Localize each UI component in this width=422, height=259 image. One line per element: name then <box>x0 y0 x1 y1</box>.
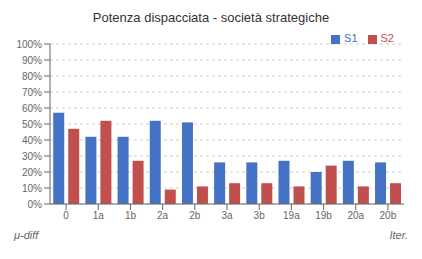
svg-text:60%: 60% <box>22 103 42 114</box>
svg-text:1a: 1a <box>93 210 105 221</box>
html-text:S2: S2 <box>380 32 394 44</box>
svg-text:70%: 70% <box>22 87 42 98</box>
html-text:Potenza dispacciata - società: Potenza dispacciata - società strategich… <box>92 10 330 25</box>
html-text:μ-diff: μ-diff <box>14 229 39 241</box>
svg-text:19a: 19a <box>283 210 300 221</box>
svg-text:20b: 20b <box>380 210 397 221</box>
svg-text:19b: 19b <box>315 210 332 221</box>
html-text:S1: S1 <box>344 32 358 44</box>
html-text:Iter.: Iter. <box>389 229 408 241</box>
svg-text:50%: 50% <box>22 119 42 130</box>
svg-text:0%: 0% <box>28 199 43 210</box>
svg-text:80%: 80% <box>22 71 42 82</box>
svg-text:3b: 3b <box>254 210 266 221</box>
svg-text:40%: 40% <box>22 135 42 146</box>
svg-text:0: 0 <box>63 210 69 221</box>
svg-text:2a: 2a <box>157 210 169 221</box>
svg-text:2b: 2b <box>189 210 201 221</box>
svg-text:1b: 1b <box>125 210 137 221</box>
svg-text:20%: 20% <box>22 167 42 178</box>
svg-text:90%: 90% <box>22 55 42 66</box>
svg-text:30%: 30% <box>22 151 42 162</box>
svg-text:20a: 20a <box>347 210 364 221</box>
svg-text:100%: 100% <box>16 39 42 50</box>
svg-text:10%: 10% <box>22 183 42 194</box>
svg-text:3a: 3a <box>221 210 233 221</box>
